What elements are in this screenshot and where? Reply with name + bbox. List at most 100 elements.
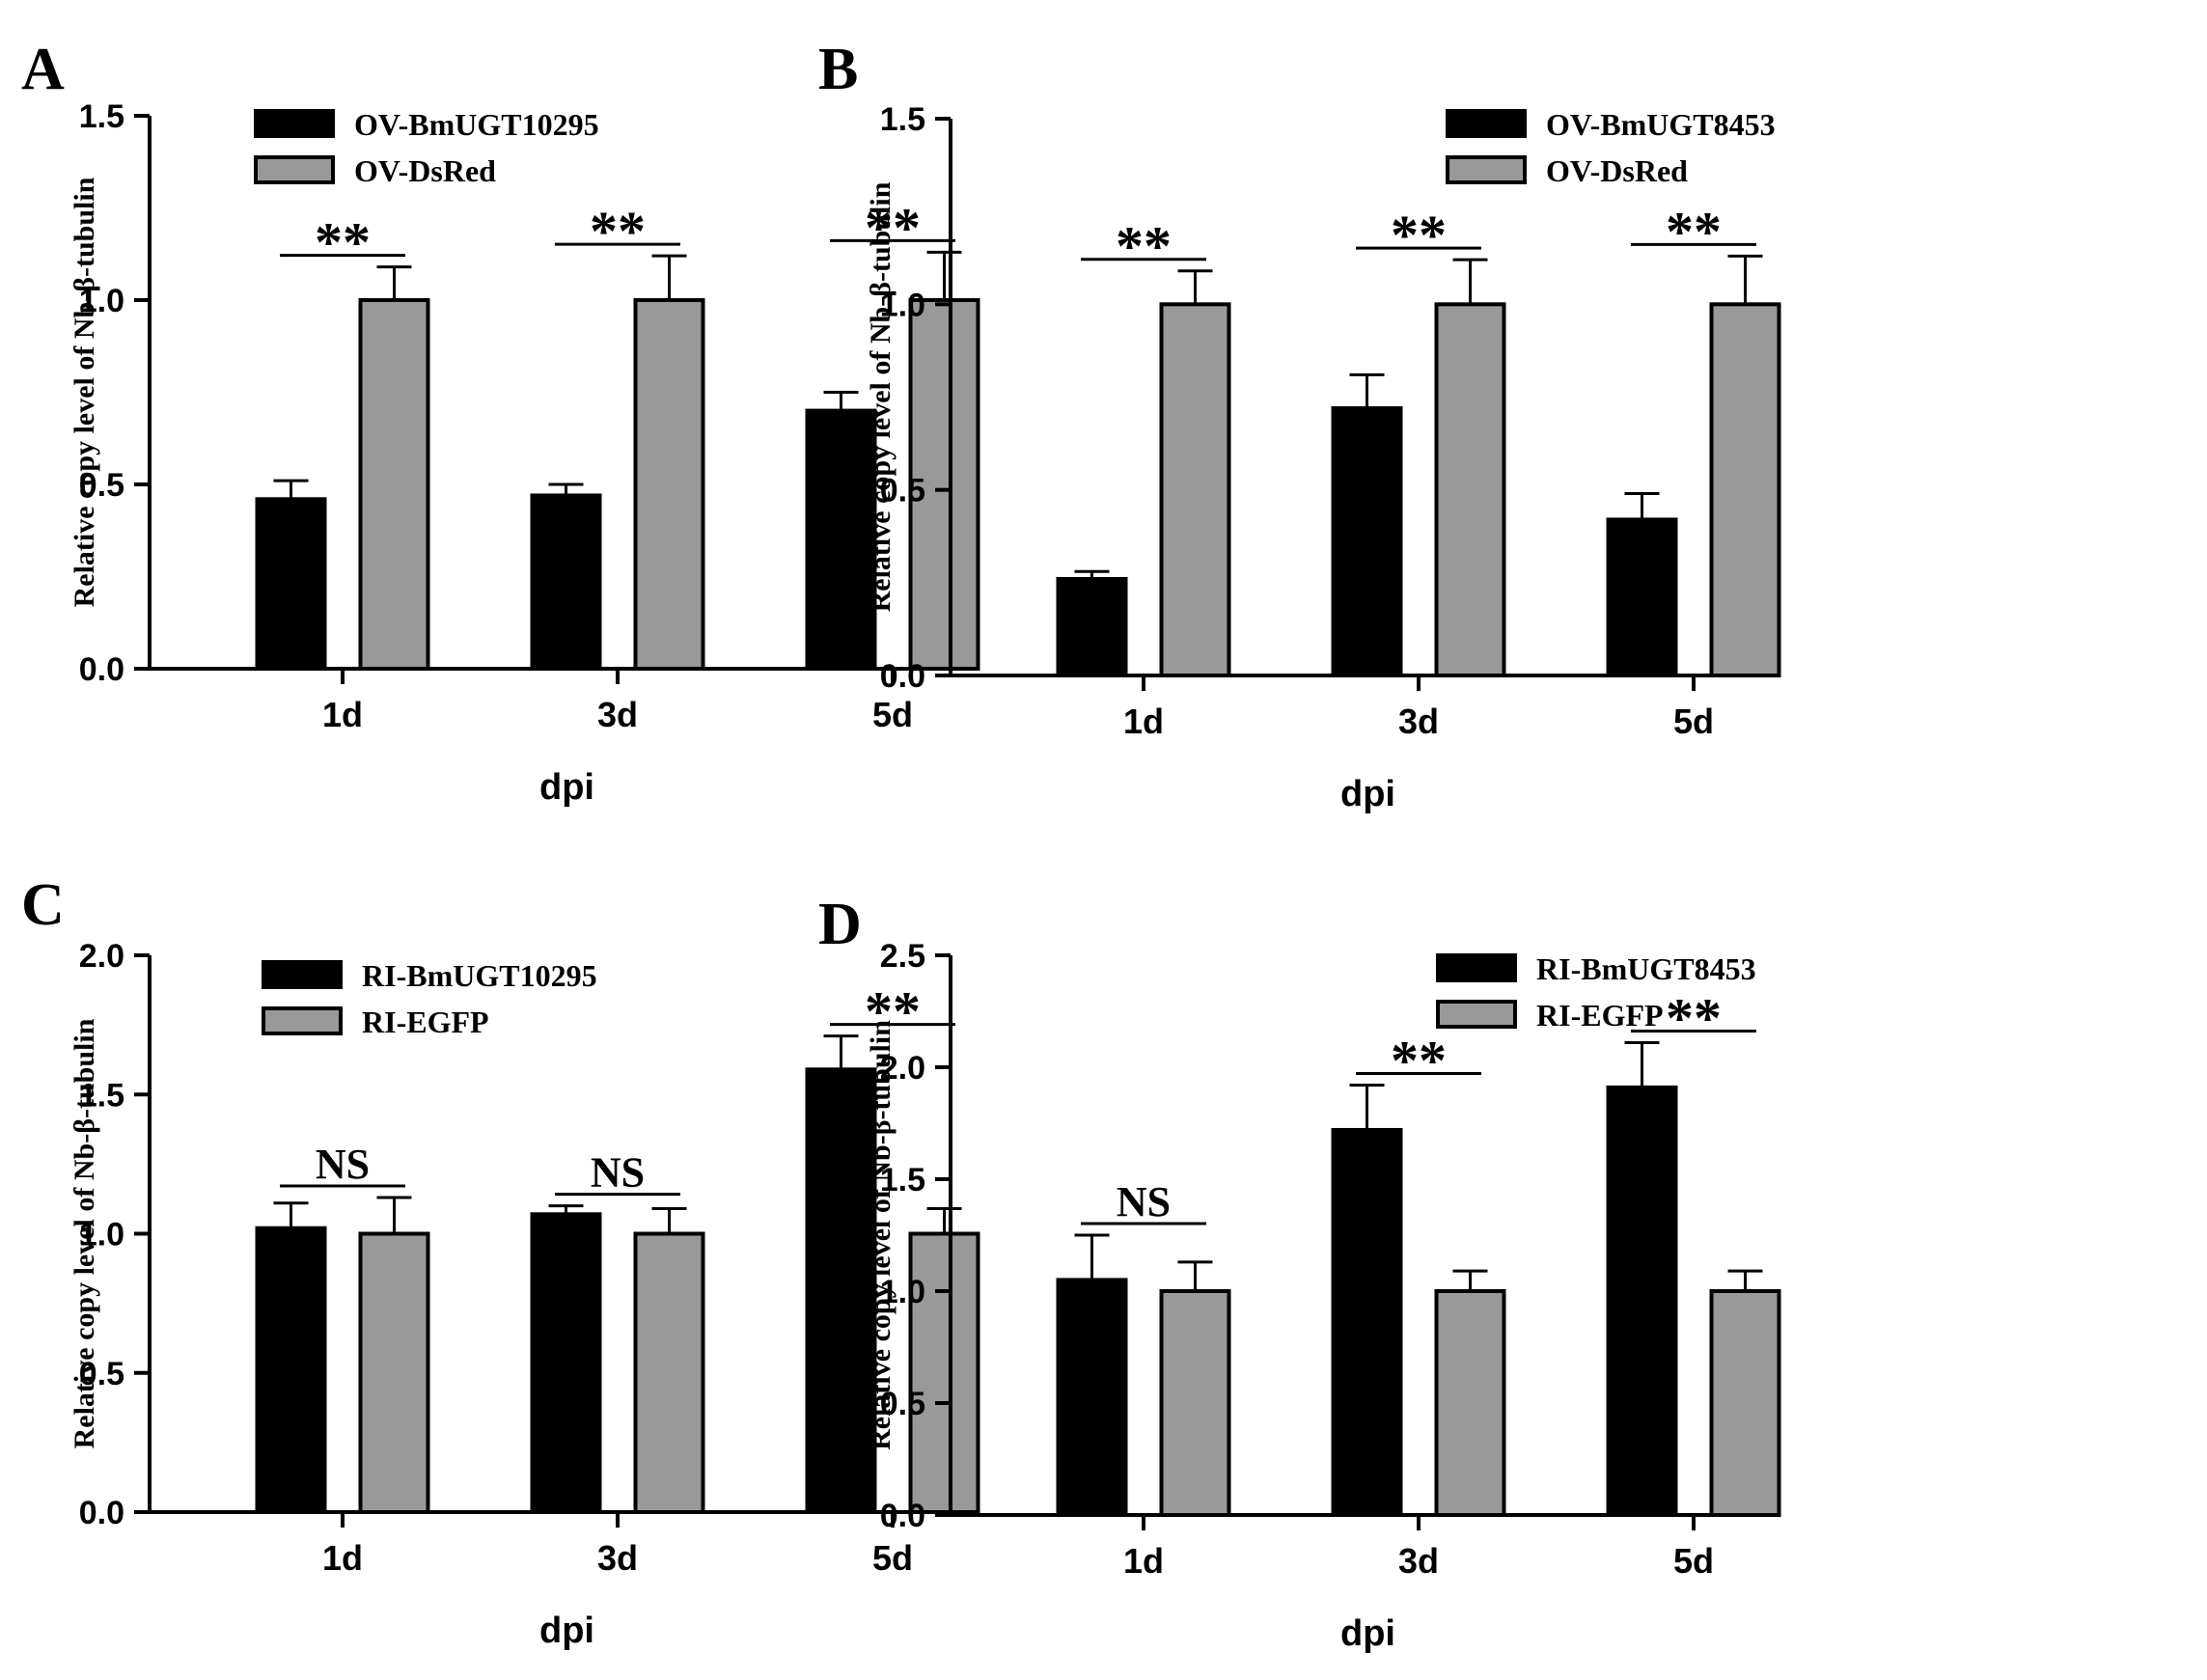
y-tick-label: 0.5 [880, 1386, 925, 1422]
y-tick-label: 0.5 [79, 1356, 124, 1392]
significance-label: ** [590, 200, 646, 262]
y-tick-label: 0.0 [79, 651, 124, 688]
y-tick-label: 1.0 [880, 1274, 925, 1310]
bar-ri-bmugt10295-5d [805, 1067, 877, 1515]
bar-ov-bmugt8453-3d [1331, 406, 1403, 677]
bar-ri-bmugt8453-5d [1606, 1085, 1678, 1517]
x-tick-label: 1d [322, 695, 363, 734]
x-axis-label: dpi [1340, 1613, 1395, 1654]
y-tick-label: 0.0 [880, 1498, 925, 1534]
bar-ov-bmugt8453-1d [1056, 576, 1128, 678]
chart-panel-d: D 0.0 0.5 1.0 1.5 2.0 2.5 Relative copy level o… [818, 892, 1781, 1654]
legend-swatch [262, 1006, 343, 1035]
bar-ov-bmugt10295-1d [255, 497, 327, 672]
legend-swatch [1436, 1000, 1517, 1029]
y-axis-label: Relative copy level of Nb-β-tubulin [69, 177, 100, 607]
bar-ri-bmugt8453-1d [1056, 1278, 1128, 1518]
significance-label: ** [1666, 986, 1722, 1049]
x-axis-label: dpi [1340, 774, 1395, 814]
legend-label: OV-BmUGT8453 [1546, 107, 1776, 142]
legend-swatch [254, 155, 335, 184]
significance-label: NS [316, 1141, 370, 1188]
legend-swatch [262, 960, 343, 989]
bar-ov-bmugt8453-5d [1606, 517, 1678, 677]
bar-ov-bmugt10295-5d [805, 408, 877, 671]
x-tick-label: 1d [1123, 702, 1164, 741]
panel-label: B [818, 37, 858, 102]
significance-label: ** [1666, 200, 1722, 262]
legend-swatch [1446, 155, 1527, 184]
x-tick-label: 3d [597, 1538, 638, 1578]
x-tick-label: 1d [1123, 1541, 1164, 1581]
x-axis-label: dpi [539, 767, 594, 808]
bar-ov-dsred-1d [358, 298, 430, 671]
y-axis-label: Relative copy level of Nb-β-tubulin [865, 181, 897, 612]
y-tick-label: 1.5 [880, 101, 925, 138]
y-axis-label: Relative copy level of Nb-β-tubulin [69, 1018, 100, 1448]
panel-label: C [21, 872, 65, 938]
y-tick-label: 2.0 [79, 938, 124, 975]
bar-ov-dsred-3d [633, 298, 705, 671]
significance-label: ** [1391, 204, 1447, 266]
y-tick-label: 0.0 [79, 1495, 124, 1531]
bar-ri-egfp-3d [1434, 1289, 1506, 1517]
y-tick-label: 2.0 [880, 1050, 925, 1087]
x-tick-label: 5d [872, 1538, 913, 1578]
chart-panel-b: B 0.0 0.5 1.0 1.5 Relative copy level of Nb-β… [818, 37, 1781, 814]
y-tick-label: 2.5 [880, 938, 925, 975]
bar-ov-bmugt10295-3d [530, 493, 602, 672]
significance-label: ** [1116, 215, 1172, 278]
legend-swatch [1446, 109, 1527, 138]
panel-label: A [21, 37, 65, 102]
bar-ri-egfp-5d [908, 1231, 980, 1514]
y-tick-label: 1.5 [880, 1162, 925, 1198]
significance-label: ** [865, 196, 921, 259]
legend-label: RI-BmUGT10295 [362, 958, 597, 993]
significance-label: ** [1391, 1030, 1447, 1092]
y-tick-label: 1.5 [79, 98, 124, 135]
legend-swatch [1436, 953, 1517, 982]
bar-ri-bmugt10295-1d [255, 1226, 327, 1514]
legend-swatch [254, 109, 335, 138]
x-tick-label: 3d [1398, 702, 1439, 741]
x-tick-label: 5d [1673, 1541, 1714, 1581]
bar-ri-egfp-1d [1159, 1289, 1231, 1517]
bar-ri-egfp-5d [1709, 1289, 1781, 1517]
y-tick-label: 0.5 [880, 473, 925, 510]
significance-label: ** [315, 211, 371, 274]
significance-label: NS [591, 1149, 645, 1197]
legend-label: OV-DsRed [354, 153, 496, 188]
y-tick-label: 0.0 [880, 658, 925, 695]
bar-ri-bmugt10295-3d [530, 1212, 602, 1515]
legend-label: OV-BmUGT10295 [354, 107, 599, 142]
x-axis-label: dpi [539, 1611, 594, 1651]
y-tick-label: 1.0 [79, 283, 124, 319]
bar-ri-bmugt8453-3d [1331, 1127, 1403, 1517]
y-axis-label: Relative copy level of Nb-β-tubulin [865, 1020, 897, 1450]
bar-ri-egfp-3d [633, 1231, 705, 1514]
legend-label: RI-EGFP [1536, 998, 1664, 1033]
bar-ov-dsred-3d [1434, 302, 1506, 677]
chart-panel-a: A 0.0 0.5 1.0 1.5 Relative copy level of Nb-β… [21, 37, 980, 808]
x-tick-label: 3d [1398, 1541, 1439, 1581]
y-tick-label: 1.0 [79, 1217, 124, 1253]
x-tick-label: 5d [1673, 702, 1714, 741]
y-tick-label: 1.5 [79, 1077, 124, 1114]
bar-ov-dsred-1d [1159, 302, 1231, 677]
legend-label: RI-BmUGT8453 [1536, 951, 1756, 986]
y-tick-label: 1.0 [880, 287, 925, 323]
panel-label: D [818, 892, 862, 957]
x-tick-label: 3d [597, 695, 638, 734]
legend-label: OV-DsRed [1546, 153, 1688, 188]
significance-label: ** [865, 980, 921, 1043]
y-tick-label: 0.5 [79, 467, 124, 504]
x-tick-label: 5d [872, 695, 913, 734]
bar-ov-dsred-5d [908, 298, 980, 671]
bar-ri-egfp-1d [358, 1231, 430, 1514]
x-tick-label: 1d [322, 1538, 363, 1578]
significance-label: NS [1117, 1178, 1171, 1226]
bar-ov-dsred-5d [1709, 302, 1781, 677]
legend-label: RI-EGFP [362, 1005, 489, 1039]
